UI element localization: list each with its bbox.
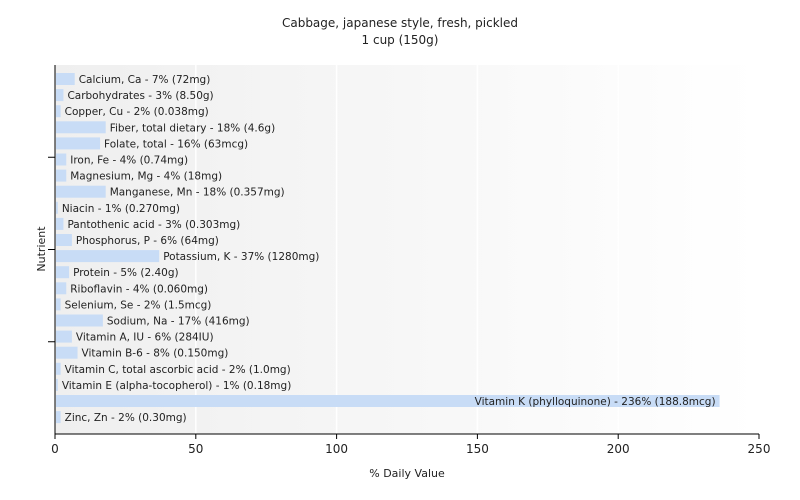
bar xyxy=(56,217,64,230)
bar xyxy=(56,411,61,424)
bar xyxy=(56,314,103,327)
bar xyxy=(56,346,78,359)
bar xyxy=(56,137,101,150)
bar xyxy=(56,395,720,407)
bar-label: Calcium, Ca - 7% (72mg) xyxy=(79,74,211,86)
x-tick-label: 100 xyxy=(325,442,348,456)
bar-label: Fiber, total dietary - 18% (4.6g) xyxy=(110,122,275,134)
bar-label: Phosphorus, P - 6% (64mg) xyxy=(76,235,219,247)
bar xyxy=(56,153,67,166)
y-axis-ticks xyxy=(48,156,55,343)
bar xyxy=(56,282,67,295)
bar xyxy=(56,169,67,182)
bar-label: Selenium, Se - 2% (1.5mcg) xyxy=(65,299,212,311)
bar xyxy=(56,185,106,198)
x-tick-label: 0 xyxy=(51,442,59,456)
bar xyxy=(56,378,58,391)
chart-title: Cabbage, japanese style, fresh, pickled xyxy=(282,16,518,30)
bar-label: Zinc, Zn - 2% (0.30mg) xyxy=(65,412,187,424)
bar xyxy=(56,266,70,279)
x-tick-label: 250 xyxy=(748,442,771,456)
x-tick-label: 50 xyxy=(188,442,203,456)
bar-label: Iron, Fe - 4% (0.74mg) xyxy=(70,155,188,167)
x-axis-ticks: 0 50 100 150 200 250 xyxy=(51,434,770,456)
plot-area xyxy=(55,65,759,434)
bar-label: Vitamin K (phylloquinone) - 236% (188.8m… xyxy=(475,396,716,408)
bar-label: Potassium, K - 37% (1280mg) xyxy=(163,251,319,263)
bar-label: Vitamin A, IU - 6% (284IU) xyxy=(76,332,214,344)
x-axis-label: % Daily Value xyxy=(369,467,445,480)
bar-labels: Calcium, Ca - 7% (72mg) Carbohydrates - 3… xyxy=(62,74,716,424)
bar xyxy=(56,298,61,311)
bar-label: Protein - 5% (2.40g) xyxy=(73,267,179,279)
bar-label: Sodium, Na - 17% (416mg) xyxy=(107,316,250,328)
bar-label: Niacin - 1% (0.270mg) xyxy=(62,203,180,215)
bar xyxy=(56,250,160,263)
bar-label: Folate, total - 16% (63mcg) xyxy=(104,138,248,150)
gridlines xyxy=(195,65,760,434)
x-tick-label: 150 xyxy=(466,442,489,456)
bar-label: Riboflavin - 4% (0.060mg) xyxy=(70,283,208,295)
bar xyxy=(56,362,61,375)
bar-label: Vitamin B-6 - 8% (0.150mg) xyxy=(82,348,229,360)
bar xyxy=(56,234,72,246)
bar xyxy=(56,201,58,214)
bar-label: Manganese, Mn - 18% (0.357mg) xyxy=(110,187,285,199)
bar xyxy=(56,121,106,134)
bar xyxy=(56,89,64,102)
bar-label: Magnesium, Mg - 4% (18mg) xyxy=(70,171,222,183)
bars xyxy=(56,73,720,424)
bar xyxy=(56,330,72,343)
bar xyxy=(56,105,61,118)
bar-label: Vitamin C, total ascorbic acid - 2% (1.0… xyxy=(65,364,291,376)
bar-label: Copper, Cu - 2% (0.038mg) xyxy=(65,106,209,118)
bar-label: Carbohydrates - 3% (8.50g) xyxy=(67,90,213,102)
chart-subtitle: 1 cup (150g) xyxy=(362,33,439,47)
bar xyxy=(56,73,75,85)
bar-label: Pantothenic acid - 3% (0.303mg) xyxy=(67,219,240,231)
x-tick-label: 200 xyxy=(607,442,630,456)
bar-label: Vitamin E (alpha-tocopherol) - 1% (0.18m… xyxy=(62,380,292,392)
y-axis-label: Nutrient xyxy=(35,226,48,272)
